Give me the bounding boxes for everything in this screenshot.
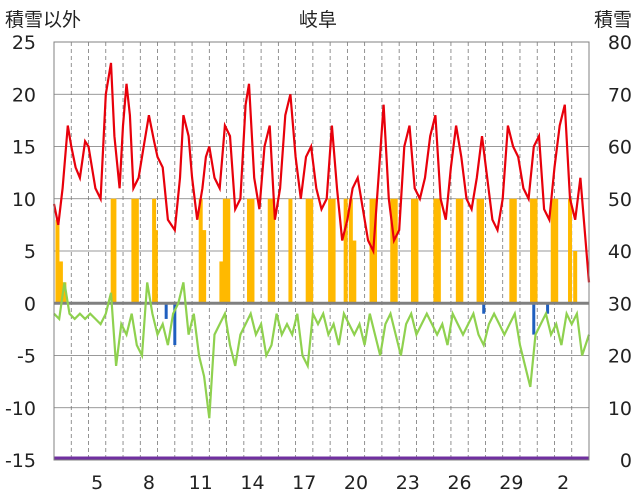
precip-bar xyxy=(512,198,517,304)
x-tick-label: 14 xyxy=(240,472,264,494)
left-axis-title: 積雪以外 xyxy=(5,9,81,31)
blue-bar xyxy=(164,303,168,319)
precip-bar xyxy=(573,251,578,304)
x-tick-label: 29 xyxy=(499,472,523,494)
precip-bar xyxy=(369,198,374,304)
left-tick-label: 5 xyxy=(24,241,36,263)
x-tick-label: 2 xyxy=(557,472,569,494)
x-tick-label: 26 xyxy=(447,472,471,494)
precip-bar xyxy=(219,261,224,304)
precip-bar xyxy=(533,198,538,304)
right-tick-label: 30 xyxy=(608,293,632,315)
precip-bar xyxy=(530,198,535,304)
left-tick-label: 15 xyxy=(12,137,36,159)
precip-bar xyxy=(153,230,158,304)
precip-bar xyxy=(55,219,60,304)
precip-bar xyxy=(410,198,415,304)
left-tick-label: 20 xyxy=(12,84,36,106)
x-tick-labels: 5 8 11 14 17 20 23 26 29 2 xyxy=(91,472,569,494)
min-temp-line xyxy=(53,282,591,419)
precip-bar xyxy=(436,198,441,304)
precip-bar xyxy=(348,198,353,304)
precip-bar xyxy=(288,198,293,304)
left-tick-label: -10 xyxy=(5,398,36,420)
precip-bar xyxy=(247,198,252,304)
x-tick-label: 11 xyxy=(189,472,213,494)
right-tick-label: 60 xyxy=(608,137,632,159)
left-tick-label: -5 xyxy=(17,346,36,368)
precip-bar xyxy=(267,198,272,304)
right-tick-label: 70 xyxy=(608,84,632,106)
precip-bar xyxy=(202,230,207,304)
left-tick-label: 10 xyxy=(12,189,36,211)
precip-bar xyxy=(373,198,377,304)
max-temp-line xyxy=(52,62,591,283)
precip-bar xyxy=(414,198,419,304)
precip-bar xyxy=(131,198,136,304)
precip-bar xyxy=(62,282,67,304)
precip-bar xyxy=(222,198,227,304)
blue-bar xyxy=(532,303,536,335)
precip-bar xyxy=(352,240,357,304)
right-tick-label: 20 xyxy=(608,346,632,368)
x-tick-label: 5 xyxy=(91,472,103,494)
precip-bar xyxy=(343,198,348,304)
x-tick-label: 17 xyxy=(292,472,316,494)
precip-bar xyxy=(305,198,310,304)
precip-bar xyxy=(309,198,314,304)
precip-bar xyxy=(433,198,438,304)
precip-bar xyxy=(250,198,255,304)
precip-bar xyxy=(554,198,559,304)
right-tick-label: 50 xyxy=(608,189,632,211)
left-tick-labels: 25 20 15 10 5 0 -5 -10 -15 xyxy=(5,32,36,472)
right-tick-label: 10 xyxy=(608,398,632,420)
precip-bar xyxy=(328,198,333,304)
blue-bar xyxy=(173,303,177,346)
x-tick-label: 20 xyxy=(344,472,368,494)
right-tick-labels: 80 70 60 50 40 30 20 10 0 xyxy=(608,32,632,472)
precip-bar xyxy=(550,198,555,304)
precip-bar xyxy=(331,198,336,304)
blue-bar xyxy=(482,303,486,314)
precipitation-bars xyxy=(55,198,578,304)
precip-bar xyxy=(455,198,460,304)
blue-bars xyxy=(164,303,550,346)
x-tick-label: 8 xyxy=(143,472,155,494)
x-tick-label: 23 xyxy=(396,472,420,494)
precip-bar xyxy=(112,198,117,304)
blue-bar xyxy=(546,303,550,314)
right-tick-label: 40 xyxy=(608,241,632,263)
precip-bar xyxy=(58,261,63,304)
precip-bar xyxy=(226,198,231,304)
precip-bar xyxy=(568,198,573,304)
precip-bar xyxy=(509,198,514,304)
right-axis-title: 積雪 xyxy=(594,9,632,31)
precip-bar xyxy=(459,198,464,304)
plot-border xyxy=(53,41,590,461)
precip-bar xyxy=(134,198,139,304)
left-tick-label: 0 xyxy=(24,293,36,315)
right-tick-label: 80 xyxy=(608,32,632,54)
left-tick-label: -15 xyxy=(5,450,36,472)
right-tick-label: 0 xyxy=(620,450,632,472)
precip-bar xyxy=(393,198,398,304)
precip-bar xyxy=(476,198,481,304)
chart-title: 岐阜 xyxy=(299,9,337,31)
left-tick-label: 25 xyxy=(12,32,36,54)
precip-bar xyxy=(480,198,484,304)
precip-bar xyxy=(271,198,276,304)
precip-bar xyxy=(198,198,203,304)
precip-bar xyxy=(390,198,395,304)
